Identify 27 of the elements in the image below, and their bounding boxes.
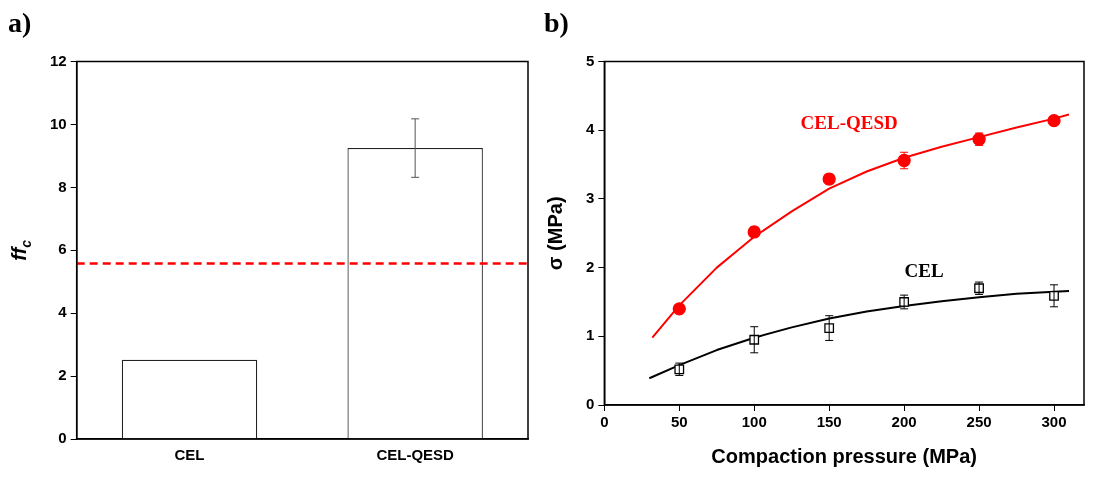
x-tick-label: 0 xyxy=(600,413,609,431)
y-tick-label: 8 xyxy=(58,177,67,195)
x-axis-title: Compaction pressure (MPa) xyxy=(711,444,977,467)
y-tick-label: 2 xyxy=(58,366,67,384)
y-tick-label: 3 xyxy=(586,189,595,207)
chart-title: a) xyxy=(8,7,32,39)
y-tick-label: 10 xyxy=(50,114,67,132)
x-tick-label: 300 xyxy=(1041,413,1067,431)
y-tick-label: 5 xyxy=(586,51,595,69)
y-tick-label: 1 xyxy=(586,326,595,344)
y-axis-title: ffc xyxy=(7,239,34,261)
chart-title: b) xyxy=(544,7,569,39)
y-tick-label: 12 xyxy=(50,51,67,69)
y-axis-title: σ (MPa) xyxy=(543,196,566,271)
series-label: CEL-QESD xyxy=(800,112,898,134)
x-tick-label: 100 xyxy=(741,413,767,431)
x-tick-label: 150 xyxy=(816,413,842,431)
x-tick-label: 50 xyxy=(670,413,688,431)
y-tick-label: 2 xyxy=(586,257,595,275)
y-tick-label: 4 xyxy=(58,303,68,321)
series-label: CEL xyxy=(904,260,944,282)
y-tick-label: 6 xyxy=(58,240,67,258)
y-tick-label: 0 xyxy=(586,395,595,413)
y-tick-label: 4 xyxy=(586,120,595,138)
x-tick-label: 250 xyxy=(966,413,992,431)
x-tick-label: 200 xyxy=(891,413,917,431)
y-tick-label: 0 xyxy=(58,429,67,447)
